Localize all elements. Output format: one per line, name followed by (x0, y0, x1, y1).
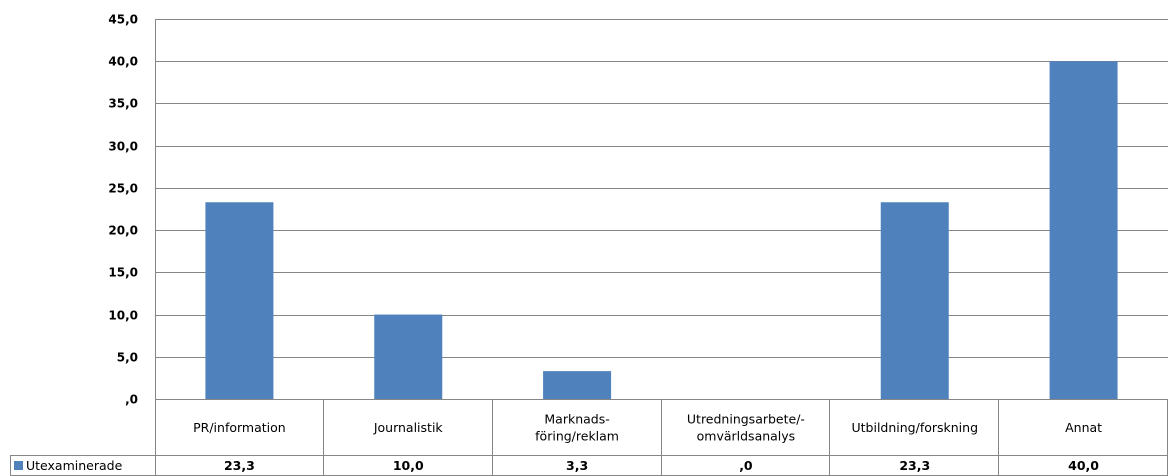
data-label: ,0 (739, 458, 753, 473)
y-tick-label: 15,0 (108, 266, 138, 280)
x-category-label: Annat (1065, 420, 1102, 435)
y-tick-label: 10,0 (108, 309, 138, 323)
x-category-label: Utbildning/forskning (851, 420, 978, 435)
bar (880, 202, 949, 399)
y-tick-label: ,0 (125, 393, 138, 407)
y-tick-label: 45,0 (108, 13, 138, 27)
x-category-label: Utredningsarbete/- (687, 412, 805, 427)
bar (543, 371, 612, 399)
data-label: 10,0 (393, 458, 424, 473)
data-label: 23,3 (224, 458, 255, 473)
bar (1049, 61, 1118, 399)
y-tick-label: 20,0 (108, 224, 138, 238)
legend-swatch (14, 461, 23, 470)
y-tick-label: 35,0 (108, 97, 138, 111)
x-category-label: Marknads- (544, 412, 609, 427)
x-category-label: föring/reklam (535, 429, 619, 444)
legend-label: Utexaminerade (26, 458, 123, 473)
y-tick-label: 5,0 (117, 351, 138, 365)
y-tick-label: 25,0 (108, 182, 138, 196)
y-tick-label: 40,0 (108, 55, 138, 69)
data-label: 23,3 (899, 458, 930, 473)
y-tick-label: 30,0 (108, 140, 138, 154)
x-category-label: Journalistik (373, 420, 444, 435)
bar (374, 314, 443, 399)
data-label: 3,3 (566, 458, 588, 473)
x-category-label: omvärldsanalys (697, 429, 796, 444)
data-label: 40,0 (1068, 458, 1099, 473)
bar (205, 202, 274, 399)
x-category-label: PR/information (193, 420, 286, 435)
